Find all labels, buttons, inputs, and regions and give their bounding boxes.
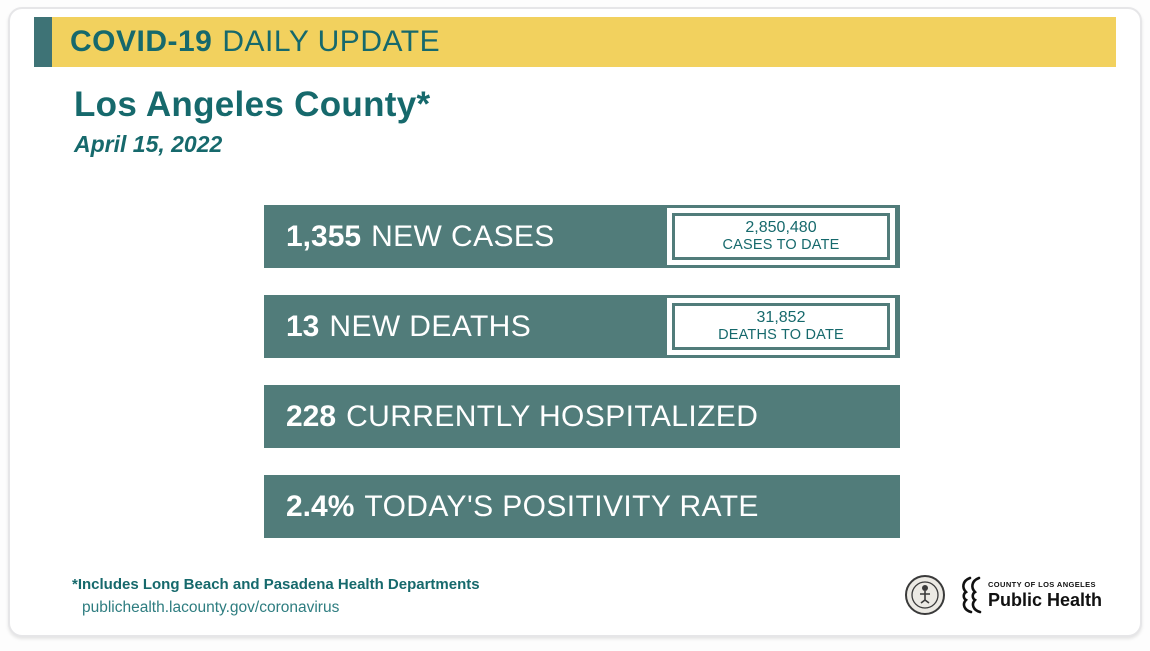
hospitalized-value: 228 <box>286 399 337 433</box>
banner-title-bold: COVID-19 <box>70 25 213 58</box>
public-health-logo: County of Los Angeles Public Health <box>958 576 1102 614</box>
report-date: April 15, 2022 <box>74 131 223 157</box>
deaths-to-date-label: DEATHS TO DATE <box>718 327 844 344</box>
new-deaths-label: NEW DEATHS <box>329 309 532 343</box>
top-banner: COVID-19 DAILY UPDATE <box>34 17 1116 67</box>
stat-row-hospitalized: 228 CURRENTLY HOSPITALIZED <box>264 385 900 448</box>
cases-to-date-value: 2,850,480 <box>745 218 817 236</box>
deaths-to-date-value: 31,852 <box>756 308 806 326</box>
stats-list: 1,355 NEW CASES 2,850,480 CASES TO DATE … <box>264 205 900 538</box>
cases-to-date-label: CASES TO DATE <box>722 237 840 254</box>
logo-public-health-line: Public Health <box>987 589 1102 610</box>
logo-county-line: County of Los Angeles <box>987 579 1096 589</box>
new-cases-value: 1,355 <box>286 219 362 253</box>
stat-row-new-deaths: 13 NEW DEATHS 31,852 DEATHS TO DATE <box>264 295 900 358</box>
positivity-label: TODAY'S POSITIVITY RATE <box>364 489 759 523</box>
logo-group: County of Los Angeles Public Health <box>904 574 1102 616</box>
banner-accent-tab <box>34 17 52 67</box>
public-health-url: publichealth.lacounty.gov/coronavirus <box>82 599 340 616</box>
stat-row-new-cases: 1,355 NEW CASES 2,850,480 CASES TO DATE <box>264 205 900 268</box>
footnote-text: *Includes Long Beach and Pasadena Health… <box>72 576 480 593</box>
cases-to-date-box: 2,850,480 CASES TO DATE <box>672 213 890 260</box>
stat-row-positivity: 2.4% TODAY'S POSITIVITY RATE <box>264 475 900 538</box>
new-cases-label: NEW CASES <box>371 219 555 253</box>
infographic-card: COVID-19 DAILY UPDATE Los Angeles County… <box>8 7 1142 637</box>
public-health-logo-text: County of Los Angeles Public Health <box>988 580 1102 611</box>
profile-faces-icon <box>962 576 982 614</box>
page-title: Los Angeles County* <box>74 85 431 124</box>
deaths-to-date-box: 31,852 DEATHS TO DATE <box>672 303 890 350</box>
new-deaths-value: 13 <box>286 309 320 343</box>
heading-block: Los Angeles County* April 15, 2022 <box>74 85 430 158</box>
banner-title: COVID-19 DAILY UPDATE <box>52 17 1116 67</box>
positivity-value: 2.4% <box>286 489 355 523</box>
hospitalized-label: CURRENTLY HOSPITALIZED <box>346 399 759 433</box>
la-county-seal-icon <box>904 575 945 615</box>
banner-title-rest: DAILY UPDATE <box>222 25 441 58</box>
